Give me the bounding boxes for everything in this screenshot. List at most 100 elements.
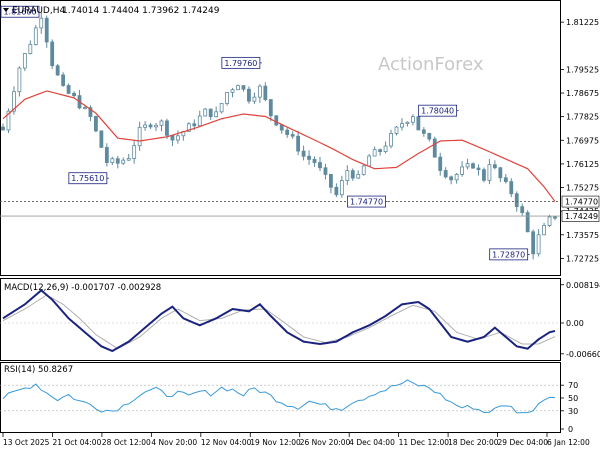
candle-body: [99, 130, 104, 148]
candle-body: [247, 88, 251, 102]
candle-body: [432, 138, 437, 158]
annotation-label: 1.79760: [224, 59, 257, 68]
price-candle: [285, 127, 290, 138]
price-annotation: 1.79760: [221, 56, 262, 69]
candle-body: [154, 124, 158, 128]
price-candle: [33, 24, 38, 46]
annotation-label: 1.81600: [3, 8, 36, 17]
price-candle: [312, 156, 317, 167]
time-tick-label: 4 Nov 20:00: [151, 438, 197, 447]
candle-body: [165, 120, 169, 136]
collapse-arrow-icon[interactable]: [3, 8, 9, 12]
price-candle: [257, 84, 262, 103]
candle-body: [192, 123, 197, 127]
candle-body: [50, 41, 55, 67]
candle-body: [509, 181, 514, 195]
price-candle: [154, 122, 158, 132]
price-candle: [498, 166, 503, 183]
candle-body: [257, 85, 262, 98]
candle-body: [350, 170, 355, 179]
candle-body: [121, 159, 126, 164]
rsi-tick-label: 70: [568, 381, 578, 390]
price-axis-tag: 1.74249: [561, 210, 600, 222]
price-tag-box: [561, 210, 600, 222]
time-tick-label: 26 Nov 20:00: [300, 438, 351, 447]
price-candle: [411, 114, 415, 126]
price-candle: [274, 115, 279, 127]
price-candle: [476, 164, 481, 176]
price-candle: [110, 156, 115, 166]
price-candle: [279, 124, 284, 134]
price-candle: [99, 130, 104, 148]
price-candle: [492, 160, 497, 170]
price-candle: [427, 132, 432, 142]
price-candle: [1, 123, 5, 131]
candle-body: [329, 174, 333, 188]
candle-body: [449, 176, 454, 181]
price-candle: [345, 165, 350, 185]
candle-body: [241, 85, 246, 90]
candle-body: [88, 107, 93, 117]
price-candle: [12, 86, 16, 115]
price-candle: [225, 92, 229, 106]
price-candle: [372, 146, 377, 157]
candle-body: [252, 96, 257, 102]
candle-body: [345, 170, 350, 181]
price-candle: [334, 183, 339, 198]
candle-body: [285, 129, 290, 135]
candle-body: [334, 186, 339, 196]
annotation-label: 1.75610: [71, 174, 104, 183]
price-candle: [88, 105, 93, 122]
symbol-legend: EURAUD,H4 1.74014 1.74404 1.73962 1.7424…: [3, 6, 220, 16]
candle-body: [197, 115, 202, 127]
price-candle: [170, 134, 175, 147]
candle-body: [44, 17, 49, 43]
price-candle: [487, 159, 492, 185]
price-candle: [28, 40, 33, 55]
candle-body: [547, 216, 552, 226]
candle-body: [389, 133, 393, 147]
candle-body: [61, 74, 66, 86]
candle-body: [268, 99, 273, 117]
rsi-panel-frame: [0, 362, 561, 433]
price-candle: [536, 229, 541, 257]
price-candle: [389, 129, 393, 149]
price-candle: [438, 152, 443, 176]
price-candle: [525, 210, 530, 233]
price-candle: [307, 150, 311, 165]
price-candle: [443, 167, 448, 179]
watermark-text: ActionForex: [378, 54, 484, 75]
price-candle: [197, 110, 202, 128]
price-candle: [449, 175, 454, 185]
annotation-label: 1.72870: [492, 250, 525, 259]
price-candle: [542, 222, 546, 236]
candle-body: [296, 135, 301, 152]
price-tick-label: 1.79525: [566, 65, 599, 74]
time-tick-label: 6 Jan 12:00: [547, 438, 590, 447]
price-candle: [143, 121, 147, 131]
candle-body: [175, 135, 180, 141]
rsi-tick-label: 50: [568, 394, 578, 403]
time-tick-label: 19 Nov 12:00: [250, 438, 301, 447]
time-tick-label: 29 Dec 04:00: [498, 438, 549, 447]
candle-body: [536, 234, 541, 255]
candle-body: [22, 53, 27, 69]
ohlc-values: 1.74014 1.74404 1.73962 1.74249: [62, 6, 220, 16]
price-annotation: 1.74770: [347, 195, 388, 208]
candle-body: [498, 167, 503, 179]
price-candle: [17, 66, 22, 97]
candle-body: [460, 166, 464, 175]
candle-body: [471, 163, 475, 169]
candle-body: [454, 173, 459, 181]
price-annotation: 1.72870: [489, 248, 530, 261]
price-candle: [61, 72, 66, 87]
macd-tick-label: -0.006604: [566, 350, 600, 359]
candle-body: [438, 156, 443, 171]
candle-body: [208, 108, 213, 118]
candle-body: [6, 110, 11, 131]
candle-body: [416, 116, 421, 131]
candle-body: [126, 158, 131, 161]
price-candle: [520, 203, 525, 216]
candle-body: [263, 85, 268, 100]
